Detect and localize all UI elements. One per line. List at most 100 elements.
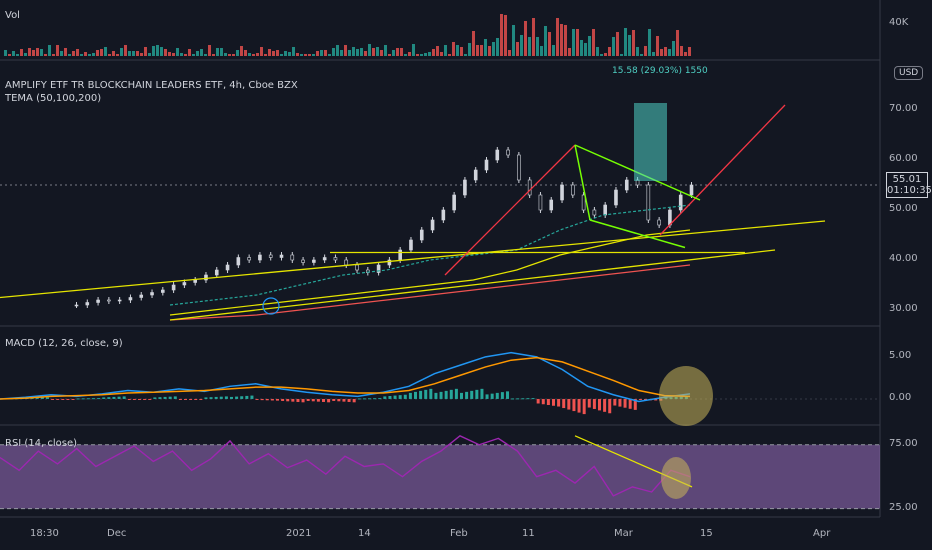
candle-body (527, 179, 532, 196)
macd-histogram-bar (322, 398, 325, 402)
volume-bar (176, 48, 179, 56)
volume-bar (204, 54, 207, 56)
macd-histogram-bar (230, 396, 233, 399)
macd-histogram-bar (393, 395, 397, 399)
macd-histogram-bar (61, 398, 65, 400)
macd-histogram-bar (117, 396, 121, 399)
currency-button[interactable]: USD (894, 66, 924, 80)
volume-bar (212, 54, 215, 56)
macd-histogram-bar (286, 398, 290, 402)
macd-histogram-bar (347, 398, 351, 402)
macd-histogram-bar (316, 398, 320, 402)
volume-bar (156, 45, 159, 56)
rsi-band (0, 444, 880, 509)
tema-legend: TEMA (50,100,200) (5, 93, 102, 104)
current-price: 55.01 (892, 174, 922, 185)
macd-histogram-bar (189, 398, 193, 400)
volume-bar (40, 49, 43, 56)
macd-histogram-bar (608, 398, 612, 414)
volume-bar (548, 32, 551, 56)
macd-histogram-bar (633, 398, 637, 410)
macd-histogram-bar (270, 398, 274, 401)
volume-bar (384, 45, 387, 56)
macd-histogram-bar (408, 392, 412, 399)
volume-bar (168, 52, 171, 56)
candle-body (128, 297, 133, 301)
macd-histogram-bar (383, 396, 387, 399)
macd-histogram-bar (138, 398, 141, 400)
trendline (0, 220, 826, 299)
macd-histogram-bar (526, 398, 530, 400)
volume-bar (276, 50, 279, 56)
volume-bar (624, 28, 627, 56)
candle-body (409, 239, 413, 251)
macd-histogram-bar (291, 398, 295, 402)
volume-bar (284, 51, 287, 56)
macd-histogram-bar (127, 398, 131, 400)
macd-histogram-bar (214, 396, 218, 399)
macd-histogram-bar (327, 398, 331, 403)
time-tick: 15 (700, 528, 713, 539)
macd-histogram-bar (552, 398, 555, 406)
volume-bar (108, 54, 111, 56)
macd-histogram-bar (46, 397, 49, 399)
volume-bar (556, 18, 559, 56)
macd-histogram-bar (439, 391, 443, 399)
volume-bar (420, 54, 423, 56)
tema-line (169, 264, 691, 321)
volume-bar (44, 54, 47, 56)
volume-bar (432, 49, 435, 56)
macd-legend: MACD (12, 26, close, 9) (5, 338, 123, 349)
macd-line (0, 351, 691, 403)
candle-body (301, 259, 305, 263)
macd-histogram-bar (419, 390, 423, 399)
volume-bar (244, 50, 247, 56)
volume-bar (92, 53, 95, 56)
volume-bar (4, 50, 7, 56)
volume-tick: 40K (889, 17, 909, 28)
macd-histogram-bar (92, 398, 95, 400)
price-tick: 30.00 (889, 303, 918, 314)
volume-bar (152, 46, 155, 56)
volume-bar (240, 46, 243, 56)
macd-histogram-bar (143, 398, 147, 400)
volume-bar (552, 45, 555, 56)
macd-tick: 5.00 (889, 349, 912, 361)
price-tick: 40.00 (889, 253, 918, 264)
volume-bar (504, 15, 507, 56)
macd-histogram-bar (76, 398, 80, 400)
channel-line (589, 219, 686, 249)
macd-histogram-bar (388, 396, 392, 399)
candle-body (139, 294, 144, 298)
time-tick: 11 (522, 528, 535, 539)
macd-histogram-bar (516, 398, 520, 400)
volume-bar (676, 30, 679, 56)
volume-bar (132, 51, 135, 56)
volume-bar (592, 29, 595, 56)
volume-bar (608, 47, 611, 56)
candle-body (603, 204, 607, 216)
volume-bar (452, 42, 455, 56)
macd-histogram-bar (654, 398, 658, 401)
volume-bar (372, 48, 375, 56)
macd-histogram-bar (158, 397, 162, 399)
volume-bar (12, 51, 15, 56)
volume-bar (436, 46, 439, 56)
volume-bar (564, 25, 567, 56)
volume-bar (520, 35, 523, 56)
candle-body (171, 284, 176, 291)
trendline-red (659, 104, 786, 236)
volume-bar (404, 54, 407, 56)
volume-bar (220, 48, 223, 56)
rsi-legend: RSI (14, close) (5, 438, 78, 449)
macd-histogram-bar (567, 398, 571, 410)
volume-bar (196, 51, 199, 56)
volume-bar (76, 49, 79, 56)
volume-bar (136, 51, 139, 56)
volume-bar (448, 54, 451, 56)
macd-histogram-bar (536, 398, 540, 404)
candle-body (430, 219, 435, 231)
volume-bar (120, 48, 123, 56)
volume-bar (516, 42, 519, 56)
